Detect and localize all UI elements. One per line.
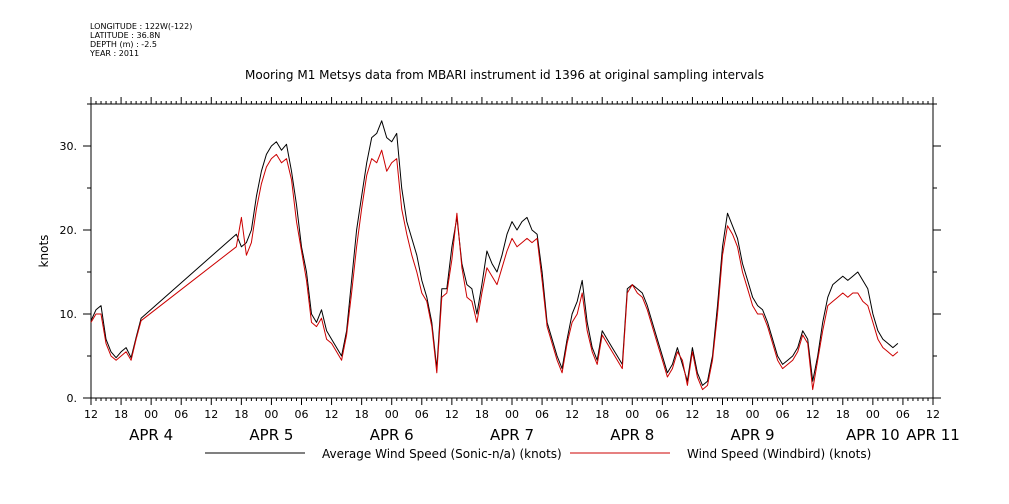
x-hour-tick-label: 12: [84, 408, 98, 421]
x-hour-tick-label: 06: [655, 408, 669, 421]
x-date-label: APR 11: [906, 426, 960, 444]
legend-label-average: Average Wind Speed (Sonic-n/a) (knots): [322, 447, 562, 461]
x-hour-tick-label: 12: [806, 408, 820, 421]
x-hour-tick-label: 18: [595, 408, 609, 421]
x-hour-tick-label: 06: [415, 408, 429, 421]
x-hour-tick-label: 18: [475, 408, 489, 421]
x-hour-tick-label: 18: [114, 408, 128, 421]
x-hour-tick-label: 00: [144, 408, 158, 421]
x-date-label: APR 10: [846, 426, 900, 444]
x-hour-tick-label: 18: [234, 408, 248, 421]
x-hour-tick-label: 00: [385, 408, 399, 421]
x-date-label: APR 9: [731, 426, 775, 444]
y-tick-label: 30.: [60, 140, 78, 153]
x-hour-tick-label: 12: [445, 408, 459, 421]
series-layer: [90, 120, 899, 391]
x-date-label: APR 8: [610, 426, 654, 444]
year-label: YEAR : 2011: [90, 49, 140, 58]
x-hour-tick-label: 12: [325, 408, 339, 421]
x-hour-tick-label: 18: [716, 408, 730, 421]
x-hour-tick-label: 12: [565, 408, 579, 421]
x-hour-tick-label: 06: [896, 408, 910, 421]
y-tick-label: 20.: [60, 224, 78, 237]
x-hour-tick-label: 12: [685, 408, 699, 421]
x-hour-tick-label: 06: [174, 408, 188, 421]
x-hour-tick-label: 00: [625, 408, 639, 421]
depth-label: DEPTH (m) : -2.5: [90, 40, 157, 49]
x-hour-tick-label: 00: [866, 408, 880, 421]
chart-title: Mooring M1 Metsys data from MBARI instru…: [245, 68, 764, 82]
x-date-label: APR 5: [249, 426, 293, 444]
latitude-label: LATITUDE : 36.8N: [90, 31, 161, 40]
x-hour-tick-label: 12: [204, 408, 218, 421]
metadata-block: LONGITUDE : 122W(-122) LATITUDE : 36.8N …: [90, 22, 192, 58]
x-hour-tick-label: 12: [926, 408, 940, 421]
x-date-label: APR 6: [370, 426, 414, 444]
x-hour-tick-label: 00: [505, 408, 519, 421]
longitude-label: LONGITUDE : 122W(-122): [90, 22, 193, 31]
x-hour-tick-label: 18: [836, 408, 850, 421]
series-line-windbird-wind-speed: [90, 149, 899, 391]
x-hour-tick-label: 18: [355, 408, 369, 421]
x-date-label: APR 4: [129, 426, 173, 444]
legend: Average Wind Speed (Sonic-n/a) (knots) W…: [205, 447, 871, 461]
x-hour-tick-label: 06: [295, 408, 309, 421]
y-tick-label: 0.: [67, 392, 78, 405]
series-line-average-wind-speed: [90, 120, 899, 386]
x-hour-tick-label: 00: [746, 408, 760, 421]
x-hour-tick-label: 06: [776, 408, 790, 421]
axis-ticks: 12 18 00 06 12 18 00 06 12 18 00 06 12 18 00 06 12 18 00 06…: [60, 97, 960, 444]
x-hour-tick-label: 06: [535, 408, 549, 421]
y-axis-label: knots: [37, 235, 51, 268]
y-tick-label: 10.: [60, 308, 78, 321]
x-hour-tick-label: 00: [264, 408, 278, 421]
legend-label-windbird: Wind Speed (Windbird) (knots): [687, 447, 871, 461]
x-date-label: APR 7: [490, 426, 534, 444]
